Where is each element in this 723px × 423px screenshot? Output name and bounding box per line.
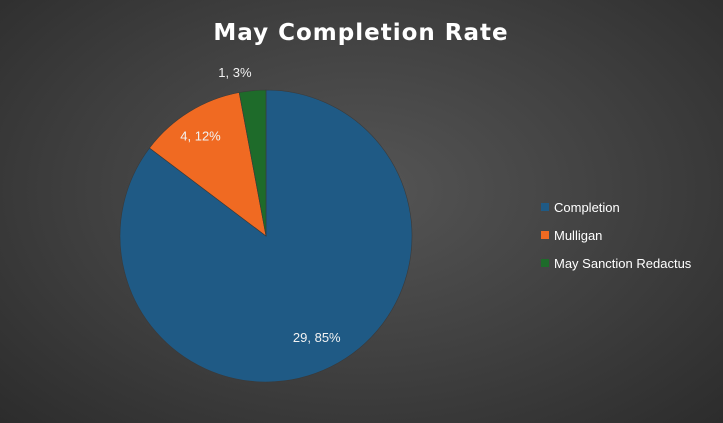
data-label-completion: 29, 85% <box>293 330 341 345</box>
legend: Completion Mulligan May Sanction Redactus <box>541 200 692 271</box>
pie-slice-may-sanction-redactus <box>238 89 267 237</box>
pie-slices <box>119 89 413 383</box>
legend-item-may-sanction-redactus: May Sanction Redactus <box>541 256 692 271</box>
data-labels: 29, 85% 4, 12% 1, 3% <box>180 65 341 345</box>
legend-label: Completion <box>554 200 620 215</box>
legend-label: May Sanction Redactus <box>554 256 692 271</box>
data-label-may-sanction-redactus: 1, 3% <box>218 65 252 80</box>
legend-swatch <box>541 203 549 211</box>
data-label-mulligan: 4, 12% <box>180 129 221 144</box>
chart-title: May Completion Rate <box>213 20 508 46</box>
legend-swatch <box>541 259 549 267</box>
legend-swatch <box>541 231 549 239</box>
pie-slice-mulligan <box>149 92 267 237</box>
legend-label: Mulligan <box>554 228 602 243</box>
legend-item-completion: Completion <box>541 200 620 215</box>
legend-item-mulligan: Mulligan <box>541 228 602 243</box>
